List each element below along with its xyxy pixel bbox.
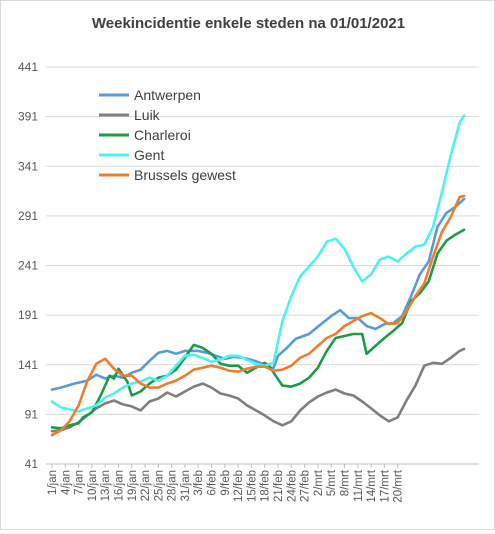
x-tick-label: 21/feb <box>273 470 285 502</box>
x-tick-label: 11/mrt <box>353 469 365 502</box>
y-tick-label: 141 <box>18 358 38 372</box>
series-line-brussels-gewest <box>50 194 466 437</box>
gridlines <box>46 66 479 415</box>
y-tick-label: 191 <box>18 308 38 322</box>
legend-label: Antwerpen <box>134 87 201 103</box>
y-tick-label: 391 <box>18 110 38 124</box>
x-tick-label: 25/jan <box>153 470 165 501</box>
x-tick-label: 31/jan <box>180 470 192 501</box>
y-tick-label: 291 <box>18 209 38 223</box>
x-tick-label: 8/mrt <box>339 469 351 496</box>
axes: 41 91 141 191 241 291 341 391 441 1/jan 4/jan 7/jan… <box>18 60 479 503</box>
series-line-antwerpen <box>50 197 466 391</box>
legend-label: Brussels gewest <box>134 167 236 183</box>
legend-label: Luik <box>134 107 161 123</box>
legend-label: Gent <box>134 147 164 163</box>
x-tick-label: 9/feb <box>220 470 232 496</box>
x-tick-label: 1/jan <box>47 470 59 495</box>
x-tick-label: 3/feb <box>193 470 205 496</box>
series-line-luik <box>50 347 466 433</box>
x-tick-label: 16/jan <box>113 470 125 501</box>
x-tick-label: 19/jan <box>127 470 139 501</box>
x-tick-label: 28/jan <box>167 470 179 501</box>
x-tick-label: 12/feb <box>233 470 245 502</box>
x-tick-label: 6/feb <box>207 470 219 496</box>
y-tick-label: 41 <box>25 457 39 471</box>
x-tick-label: 18/feb <box>260 470 272 502</box>
chart-title: Weekincidentie enkele steden na 01/01/20… <box>91 15 406 32</box>
x-tick-label: 15/feb <box>246 470 258 502</box>
y-tick-label: 241 <box>18 259 38 273</box>
series-lines <box>50 114 466 437</box>
x-tick-label: 17/mrt <box>379 469 391 502</box>
x-tick-label: 2/mrt <box>313 469 325 496</box>
x-tick-label: 10/jan <box>87 470 99 501</box>
legend-label: Charleroi <box>134 127 191 143</box>
x-tick-label: 5/mrt <box>326 469 338 496</box>
y-tick-label: 441 <box>18 60 38 74</box>
x-tick-label: 27/feb <box>300 470 312 502</box>
x-tick-label: 13/jan <box>100 470 112 501</box>
legend: Antwerpen Luik Charleroi Gent Brussels gewes… <box>99 87 236 183</box>
x-tick-label: 24/feb <box>286 470 298 502</box>
series-line-gent <box>50 114 466 413</box>
series-line-charleroi <box>50 228 466 430</box>
x-tick-label: 14/mrt <box>366 469 378 502</box>
y-tick-label: 341 <box>18 159 38 173</box>
y-tick-label: 91 <box>25 407 39 421</box>
x-tick-label: 20/mrt <box>393 469 405 502</box>
x-tick-label: 22/jan <box>140 470 152 501</box>
x-tick-label: 7/jan <box>74 470 86 495</box>
x-tick-label: 4/jan <box>60 470 72 495</box>
